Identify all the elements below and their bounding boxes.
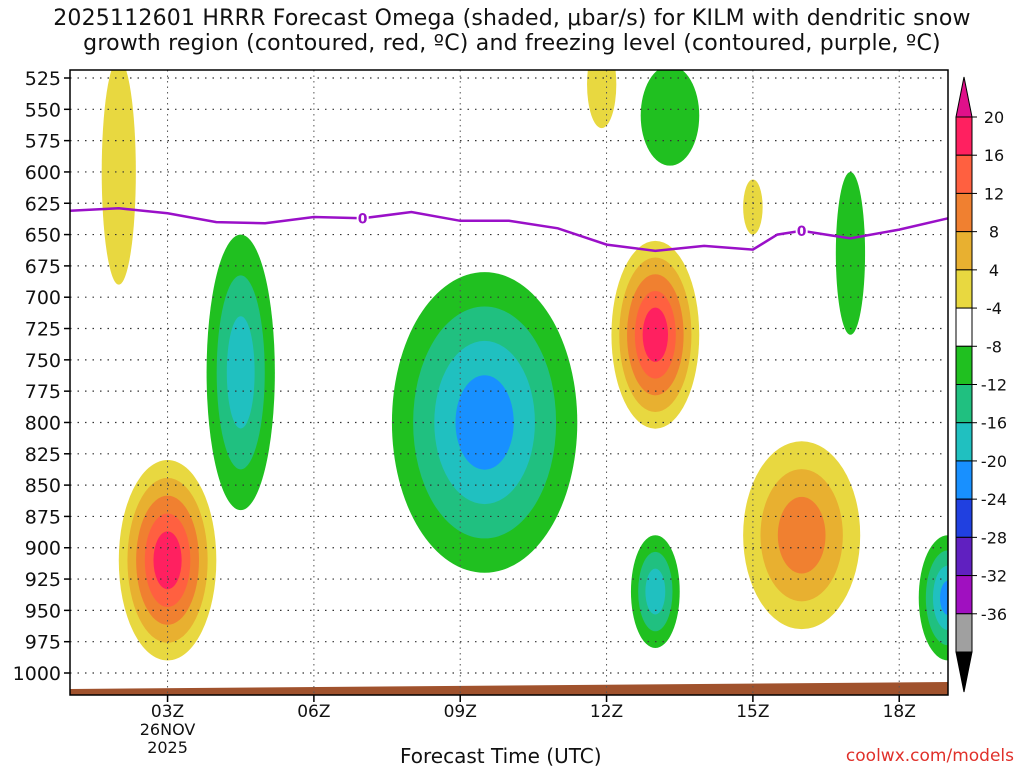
x-tick-label-03Z: 03Z: [151, 702, 184, 722]
colorbar-block-2: [955, 192, 973, 233]
credit-link[interactable]: coolwx.com/models: [845, 746, 1014, 766]
omega-band-rising-17Z-1: [841, 204, 860, 303]
colorbar-label-7: -12: [981, 376, 1007, 395]
y-tick-label-525: 525: [25, 68, 61, 90]
freezing-label-bg-1: [795, 221, 808, 238]
colorbar-label-2: 12: [984, 184, 1004, 203]
y-tick-label-575: 575: [25, 131, 61, 153]
x-axis-label: Forecast Time (UTC): [400, 744, 602, 768]
colorbar-label-5: -4: [986, 299, 1002, 318]
plot-frame: [69, 69, 949, 696]
colorbar-block-1: [955, 154, 973, 194]
chart-title-line-1: 2025112601 HRRR Forecast Omega (shaded, …: [53, 6, 971, 31]
omega-shading-layer: [101, 70, 948, 661]
y-tick-label-625: 625: [25, 193, 61, 215]
omega-band-sinking-12Z-top-1: [589, 70, 614, 121]
x-tick-label-06Z: 06Z: [297, 702, 330, 722]
colorbar-block-7: [955, 384, 973, 424]
omega-band-rising-upper-13Z-1: [652, 85, 688, 146]
omega-band-rising-lower-13Z-3: [647, 572, 664, 611]
colorbar-block-6: [955, 345, 973, 385]
y-tick-label-725: 725: [25, 319, 61, 341]
y-tick-label-600: 600: [25, 162, 61, 184]
colorbar-bottom-arrow: [955, 651, 973, 693]
colorbar-label-11: -28: [981, 528, 1007, 547]
colorbar-block-0: [955, 116, 973, 156]
colorbar-label-4: 4: [989, 261, 999, 280]
colorbar-label-8: -16: [981, 414, 1007, 433]
freezing-level-label-1: 0: [797, 224, 807, 240]
chart-title: 2025112601 HRRR Forecast Omega (shaded, …: [0, 6, 1024, 56]
colorbar-block-3: [955, 231, 973, 271]
colorbar-block-13: [955, 613, 973, 653]
colorbar-top-arrow: [955, 76, 973, 118]
x-tick-year: 2025: [147, 738, 188, 757]
y-tick-label-800: 800: [25, 412, 61, 434]
y-tick-label-850: 850: [25, 475, 61, 497]
colorbar-label-13: -36: [981, 605, 1007, 624]
chart-title-line-2: growth region (contoured, red, ºC) and f…: [83, 31, 941, 56]
x-tick-date: 26NOV: [140, 720, 196, 739]
colorbar-block-9: [955, 460, 973, 500]
freezing-level-line: [69, 207, 949, 253]
colorbar-block-12: [955, 575, 973, 615]
y-tick-label-950: 950: [25, 600, 61, 622]
y-tick-label-675: 675: [25, 256, 61, 278]
freezing-level-label-0: 0: [358, 211, 368, 227]
colorbar-label-12: -32: [981, 567, 1007, 586]
omega-band-rising-column-02Z-0: [101, 70, 136, 285]
freezing-label-bg-0: [356, 209, 369, 226]
y-tick-label-825: 825: [25, 444, 61, 466]
colorbar-block-10: [955, 498, 973, 538]
colorbar-label-0: 20: [984, 108, 1004, 127]
colorbar-block-8: [955, 422, 973, 462]
y-tick-label-550: 550: [25, 99, 61, 121]
ground-layer: [70, 682, 948, 695]
colorbar-block-4: [955, 269, 973, 309]
y-tick-label-900: 900: [25, 538, 61, 560]
colorbar: 20 16 12 8 4 -4 -8 -12 -16 -20 -24 -28 -32 -36: [955, 76, 1007, 693]
colorbar-label-10: -24: [981, 490, 1007, 509]
colorbar-block-5: [955, 307, 973, 347]
y-tick-label-750: 750: [25, 350, 61, 372]
y-tick-label-975: 975: [25, 632, 61, 654]
y-tick-label-775: 775: [25, 381, 61, 403]
freezing-level-layer: 00: [69, 207, 949, 253]
y-tick-label-700: 700: [25, 287, 61, 309]
omega-band-rising-04Z-3: [229, 326, 253, 419]
colorbar-label-9: -20: [981, 452, 1007, 471]
colorbar-label-1: 16: [984, 146, 1004, 165]
omega-band-rising-19Z-3: [940, 580, 948, 615]
omega-band-sinking-core-13Z-5: [646, 316, 665, 354]
y-tick-label-650: 650: [25, 225, 61, 247]
omega-band-sinking-15Z-upper-1: [744, 184, 761, 230]
ground-surface: [70, 682, 948, 695]
omega-band-sinking-16Z-3: [782, 503, 822, 567]
omega-band-rising-09Z-4: [460, 383, 509, 462]
omega-contours: [101, 70, 948, 661]
y-tick-label-925: 925: [25, 569, 61, 591]
colorbar-label-6: -8: [986, 337, 1002, 356]
y-tick-label-1000: 1000: [13, 663, 61, 685]
colorbar-block-11: [955, 536, 973, 577]
x-tick-label-12Z: 12Z: [590, 702, 623, 722]
y-tick-label-875: 875: [25, 506, 61, 528]
x-tick-label-09Z: 09Z: [444, 702, 477, 722]
colorbar-label-3: 8: [989, 223, 999, 242]
x-tick-label-15Z: 15Z: [736, 702, 769, 722]
x-tick-label-18Z: 18Z: [883, 702, 916, 722]
axes-layer: 525 550 575 600 625 650 675 700 725 750 775 800 825 8…: [13, 68, 949, 757]
